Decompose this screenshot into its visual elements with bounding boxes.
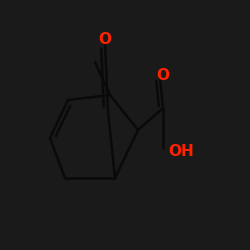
Text: O: O [156, 68, 170, 82]
Text: OH: OH [168, 144, 194, 160]
Text: O: O [98, 32, 112, 48]
